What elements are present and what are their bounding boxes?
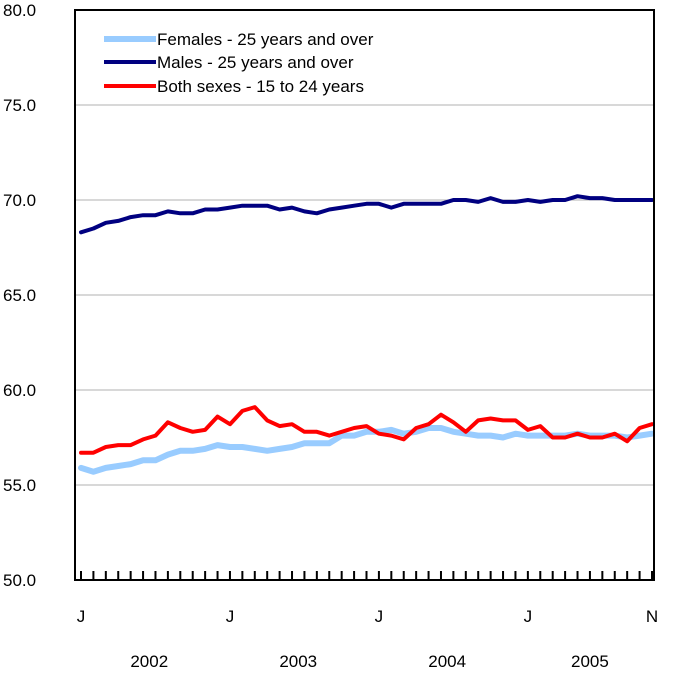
- series-lines: [78, 194, 655, 475]
- x-year-label: 2005: [571, 652, 609, 671]
- x-month-label: N: [646, 607, 658, 626]
- x-month-label: J: [524, 607, 533, 626]
- y-tick-label: 80.0: [3, 1, 36, 20]
- legend: Females - 25 years and over Males - 25 ye…: [104, 30, 374, 96]
- series-line-1: [78, 425, 655, 475]
- y-axis-tick-labels: 50.0 55.0 60.0 65.0 70.0 75.0 80.0: [3, 1, 36, 590]
- legend-label: Both sexes - 15 to 24 years: [157, 77, 364, 96]
- legend-label: Females - 25 years and over: [157, 30, 374, 49]
- legend-label: Males - 25 years and over: [157, 53, 354, 72]
- series-line-2: [79, 194, 654, 235]
- y-tick-label: 65.0: [3, 286, 36, 305]
- y-tick-label: 75.0: [3, 96, 36, 115]
- plot-frame: [74, 9, 655, 581]
- y-tick-label: 50.0: [3, 571, 36, 590]
- x-axis-ticks: [80, 571, 653, 580]
- y-tick-label: 55.0: [3, 476, 36, 495]
- y-tick-label: 60.0: [3, 381, 36, 400]
- x-month-label: J: [77, 607, 86, 626]
- x-axis-tick-labels: J J J J N 2002 2003 2004 2005: [77, 607, 658, 671]
- x-month-label: J: [226, 607, 235, 626]
- x-year-label: 2002: [130, 652, 168, 671]
- series-line-3: [79, 405, 654, 455]
- y-tick-label: 70.0: [3, 191, 36, 210]
- x-year-label: 2004: [428, 652, 466, 671]
- x-year-label: 2003: [279, 652, 317, 671]
- x-month-label: J: [375, 607, 384, 626]
